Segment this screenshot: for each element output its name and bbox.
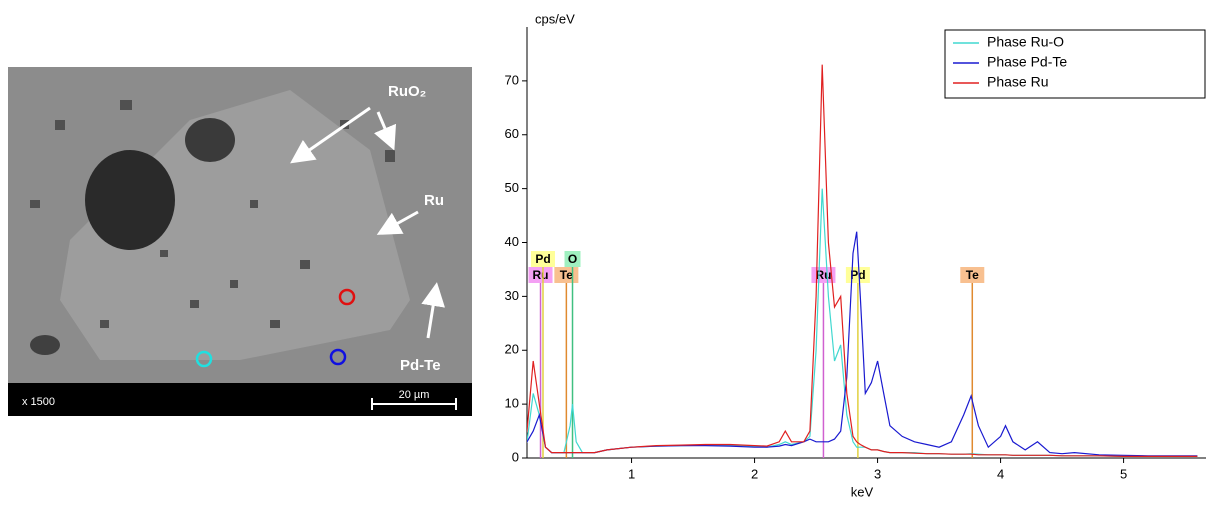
element-label-box (564, 251, 581, 267)
series-line (527, 64, 1198, 457)
series-line (527, 188, 1198, 457)
y-tick-label: 50 (505, 180, 519, 195)
element-label: Te (560, 268, 573, 282)
legend-label: Phase Ru-O (987, 34, 1064, 50)
element-label: Pd (535, 252, 550, 266)
element-label: Pd (850, 268, 865, 282)
x-tick-label: 1 (628, 466, 635, 481)
x-tick-label: 5 (1120, 466, 1127, 481)
sem-label: Pd-Te (400, 357, 441, 374)
series-line (527, 231, 1198, 457)
y-tick-label: 0 (512, 449, 519, 464)
element-label-box (530, 251, 555, 267)
x-axis-label: keV (851, 484, 874, 499)
legend-label: Phase Pd-Te (987, 54, 1067, 70)
legend-label: Phase Ru (987, 74, 1048, 90)
legend-box (944, 29, 1206, 99)
scale-bar-label: 20 µm (399, 389, 430, 401)
sem-image: RuO₂ Ru Pd-Te x 1500 20 µm (8, 67, 472, 416)
x-tick-label: 2 (751, 466, 758, 481)
element-label: O (568, 252, 577, 266)
y-tick-label: 60 (505, 126, 519, 141)
element-label: Ru (533, 268, 549, 282)
element-label-box (960, 267, 985, 283)
element-label: Te (966, 268, 979, 282)
element-label-box (811, 267, 836, 283)
x-tick-label: 4 (997, 466, 1004, 481)
y-tick-label: 30 (505, 288, 519, 303)
y-tick-label: 40 (505, 234, 519, 249)
y-tick-label: 10 (505, 396, 519, 411)
magnification: x 1500 (22, 396, 55, 408)
y-tick-label: 20 (505, 342, 519, 357)
x-tick-label: 3 (874, 466, 881, 481)
y-tick-label: 70 (505, 72, 519, 87)
plot (527, 64, 1198, 457)
element-label: Ru (815, 268, 831, 282)
y-axis-label: cps/eV (535, 11, 575, 26)
sem-label: RuO₂ (388, 83, 426, 100)
element-label-box (528, 267, 553, 283)
sem-label: Ru (424, 192, 444, 209)
